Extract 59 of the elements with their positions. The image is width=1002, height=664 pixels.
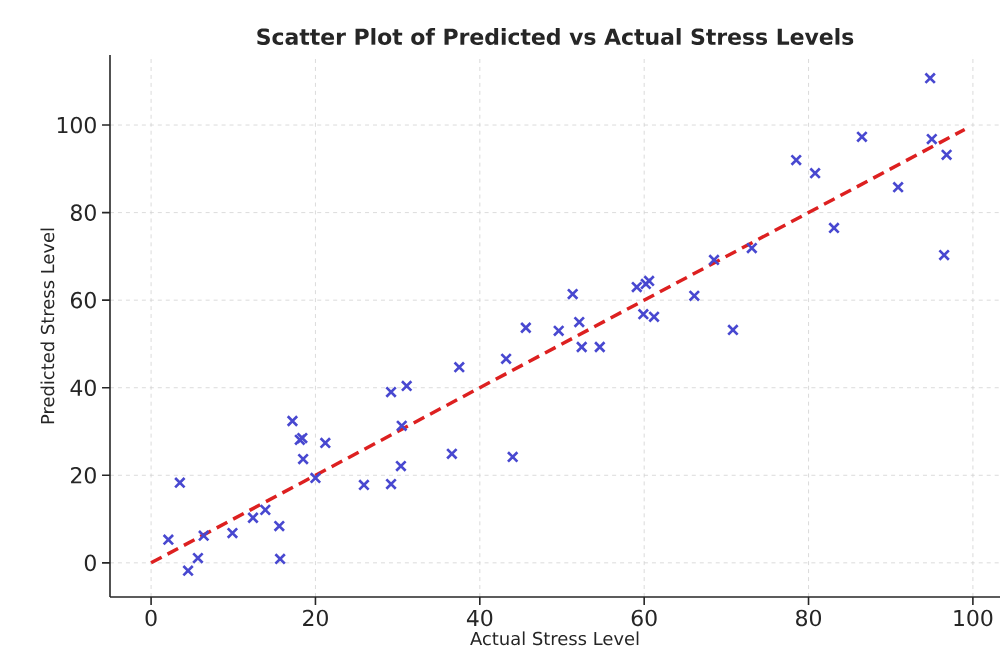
chart-title: Scatter Plot of Predicted vs Actual Stress Levels bbox=[257, 28, 854, 45]
point bbox=[400, 379, 413, 392]
point bbox=[938, 249, 951, 262]
point bbox=[892, 181, 905, 194]
point bbox=[506, 450, 519, 463]
point bbox=[445, 447, 458, 460]
point bbox=[319, 436, 332, 449]
point bbox=[552, 324, 565, 337]
point bbox=[519, 321, 532, 334]
point bbox=[273, 520, 286, 533]
point bbox=[246, 511, 260, 524]
point bbox=[573, 316, 586, 329]
point bbox=[395, 419, 408, 432]
y-tick-label: 0 bbox=[84, 554, 96, 572]
point bbox=[259, 503, 272, 516]
point bbox=[575, 340, 588, 354]
x-tick-label: 40 bbox=[466, 609, 493, 627]
y-tick-label: 80 bbox=[70, 204, 96, 221]
point bbox=[827, 221, 841, 234]
y-tick-label: 100 bbox=[57, 116, 96, 134]
x-tick-label: 0 bbox=[145, 609, 157, 627]
point bbox=[226, 527, 239, 540]
x-tick-label: 100 bbox=[954, 609, 993, 627]
point bbox=[173, 476, 186, 489]
point bbox=[790, 154, 803, 167]
point bbox=[940, 148, 953, 161]
point bbox=[286, 414, 299, 428]
point bbox=[453, 361, 466, 374]
point bbox=[809, 167, 822, 180]
y-tick-label: 60 bbox=[70, 291, 96, 309]
x-tick-label: 20 bbox=[303, 609, 328, 627]
point bbox=[385, 386, 398, 399]
point bbox=[182, 564, 195, 577]
point bbox=[643, 274, 656, 287]
point bbox=[924, 72, 937, 85]
point bbox=[745, 242, 758, 255]
y-tick-label: 20 bbox=[71, 467, 96, 484]
point bbox=[162, 533, 175, 546]
x-axis-title: Actual Stress Level bbox=[470, 631, 639, 646]
point bbox=[197, 529, 210, 542]
point bbox=[708, 253, 721, 266]
point bbox=[357, 478, 370, 491]
x-tick-label: 60 bbox=[631, 609, 657, 627]
point bbox=[309, 471, 322, 484]
y-tick-label: 40 bbox=[70, 379, 96, 397]
point bbox=[566, 288, 579, 301]
point bbox=[593, 340, 606, 354]
point bbox=[191, 552, 204, 565]
point bbox=[297, 453, 310, 466]
point bbox=[500, 352, 513, 365]
x-tick-label: 80 bbox=[796, 609, 821, 627]
point bbox=[385, 478, 398, 491]
point bbox=[688, 289, 701, 302]
point bbox=[925, 133, 938, 146]
point bbox=[394, 460, 407, 473]
point bbox=[274, 552, 287, 565]
y-axis-title: Predicted Stress Level bbox=[40, 228, 55, 424]
point bbox=[726, 323, 739, 336]
point bbox=[855, 130, 868, 143]
